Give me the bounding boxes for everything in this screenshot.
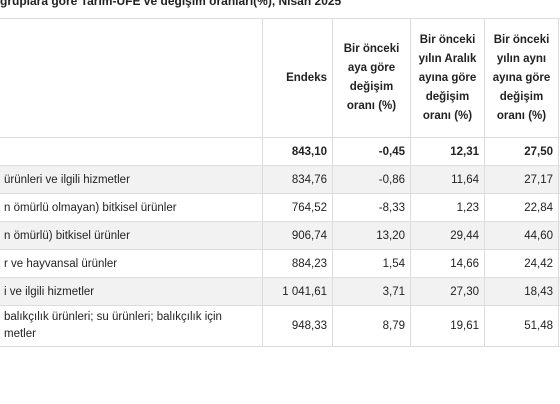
row-label-line: n ömürlü) bitkisel ürünler xyxy=(4,229,130,242)
value-cell: 843,10 xyxy=(262,137,333,166)
row-label: r ve hayvansal ürünler xyxy=(0,249,263,278)
value-cell: 3,71 xyxy=(332,277,411,306)
value-cell: 13,20 xyxy=(332,221,411,250)
row-label-line: r ve hayvansal ürünler xyxy=(4,257,118,270)
value-cell: 29,44 xyxy=(410,221,485,250)
value-cell: -0,45 xyxy=(332,137,411,166)
row-label-line: n ömürlü olmayan) bitkisel ürünler xyxy=(4,201,177,214)
value-cell: 14,66 xyxy=(410,249,485,278)
table-row: 843,10 -0,45 12,31 27,50 xyxy=(0,137,560,166)
value-cell: 948,33 xyxy=(262,305,333,347)
value-cell: 1,54 xyxy=(332,249,411,278)
value-cell: 22,84 xyxy=(484,193,559,222)
value-cell: 51,48 xyxy=(484,305,559,347)
value-cell: 24,42 xyxy=(484,249,559,278)
header-row: Endeks Bir önceki aya göre değişim oranı … xyxy=(0,18,560,138)
table-row: n ömürlü) bitkisel ürünler 906,74 13,20 29,… xyxy=(0,221,560,250)
row-label-line: balıkçılık ürünleri; su ürünleri; balıkç… xyxy=(4,311,222,323)
value-cell: 18,43 xyxy=(484,277,559,306)
row-label: ürünleri ve ilgili hizmetler xyxy=(0,165,263,194)
table-row: balıkçılık ürünleri; su ürünleri; balıkç… xyxy=(0,305,560,347)
row-label: balıkçılık ürünleri; su ürünleri; balıkç… xyxy=(0,305,263,347)
column-header: Endeks xyxy=(262,18,333,138)
row-label: n ömürlü) bitkisel ürünler xyxy=(0,221,263,250)
value-cell: 8,79 xyxy=(332,305,411,347)
data-table: Endeks Bir önceki aya göre değişim oranı … xyxy=(0,18,560,347)
value-cell: 884,23 xyxy=(262,249,333,278)
value-cell: 834,76 xyxy=(262,165,333,194)
row-label: n ömürlü olmayan) bitkisel ürünler xyxy=(0,193,263,222)
value-cell: 764,52 xyxy=(262,193,333,222)
value-cell: 11,64 xyxy=(410,165,485,194)
table-row: n ömürlü olmayan) bitkisel ürünler 764,52… xyxy=(0,193,560,222)
value-cell: -8,33 xyxy=(332,193,411,222)
column-header: Bir önceki yılın aynı ayına göre değişim… xyxy=(484,18,559,138)
value-cell: 1,23 xyxy=(410,193,485,222)
value-cell: 12,31 xyxy=(410,137,485,166)
column-header: Bir önceki yılın Aralık ayına göre değiş… xyxy=(410,18,485,138)
value-cell: 27,30 xyxy=(410,277,485,306)
table-title: gruplara göre Tarım-ÜFE ve değişim oranl… xyxy=(0,0,342,8)
value-cell: 1 041,61 xyxy=(262,277,333,306)
value-cell: 44,60 xyxy=(484,221,559,250)
value-cell: 27,50 xyxy=(484,137,559,166)
value-cell: 19,61 xyxy=(410,305,485,347)
table-row: i ve ilgili hizmetler 1 041,61 3,71 27,30 18… xyxy=(0,277,560,306)
row-label xyxy=(0,137,263,166)
table-row: ürünleri ve ilgili hizmetler 834,76 -0,86 1… xyxy=(0,165,560,194)
row-label: i ve ilgili hizmetler xyxy=(0,277,263,306)
value-cell: 906,74 xyxy=(262,221,333,250)
column-header: Bir önceki aya göre değişim oranı (%) xyxy=(332,18,411,138)
value-cell: 27,17 xyxy=(484,165,559,194)
value-cell: -0,86 xyxy=(332,165,411,194)
header-cell xyxy=(0,18,263,138)
table-row: r ve hayvansal ürünler 884,23 1,54 14,66 24,… xyxy=(0,249,560,278)
row-label-line: metler xyxy=(4,328,36,340)
row-label-line: ürünleri ve ilgili hizmetler xyxy=(4,173,130,186)
row-label-line: i ve ilgili hizmetler xyxy=(4,285,95,298)
